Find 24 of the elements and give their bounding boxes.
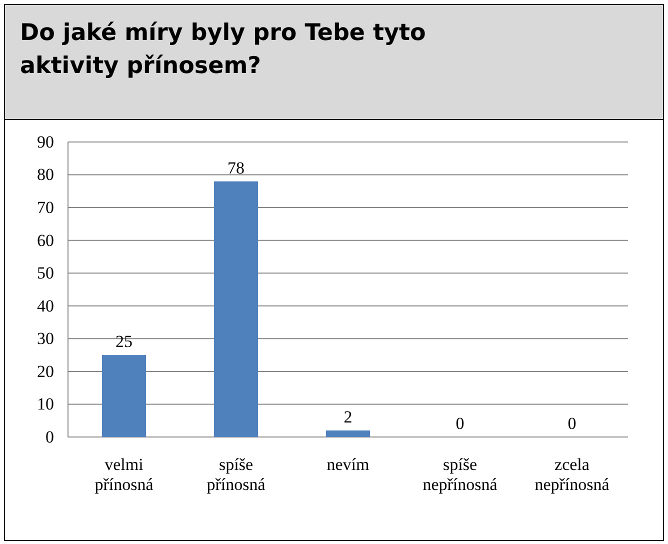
y-tick-label: 80 xyxy=(37,165,54,184)
y-tick-label: 50 xyxy=(37,264,54,283)
bar xyxy=(102,355,146,437)
y-tick-label: 90 xyxy=(37,132,54,152)
y-tick-label: 40 xyxy=(37,296,54,316)
data-label: 0 xyxy=(456,414,464,433)
y-tick-label: 10 xyxy=(37,394,54,414)
x-tick-label: nevím xyxy=(326,455,370,474)
y-tick-label: 0 xyxy=(46,427,54,446)
data-label: 78 xyxy=(228,158,244,178)
chart-title: Do jaké míry byly pro Tebe tyto aktivity přínosem? xyxy=(20,20,426,79)
x-tick-label: spíše nepřínosná xyxy=(422,455,498,494)
x-tick-label: velmi přínosná xyxy=(94,455,154,494)
y-tick-label: 60 xyxy=(37,230,54,250)
y-tick-label: 70 xyxy=(37,198,54,217)
data-label: 25 xyxy=(116,332,132,352)
x-tick-label: zcela nepřínosná xyxy=(534,455,610,494)
y-tick-label: 30 xyxy=(37,329,54,348)
bar xyxy=(214,181,258,437)
data-label: 0 xyxy=(568,414,576,433)
x-tick-label: spíše přínosná xyxy=(206,455,266,494)
bar xyxy=(326,430,370,437)
y-tick-label: 20 xyxy=(37,362,54,381)
data-label: 2 xyxy=(344,407,352,426)
